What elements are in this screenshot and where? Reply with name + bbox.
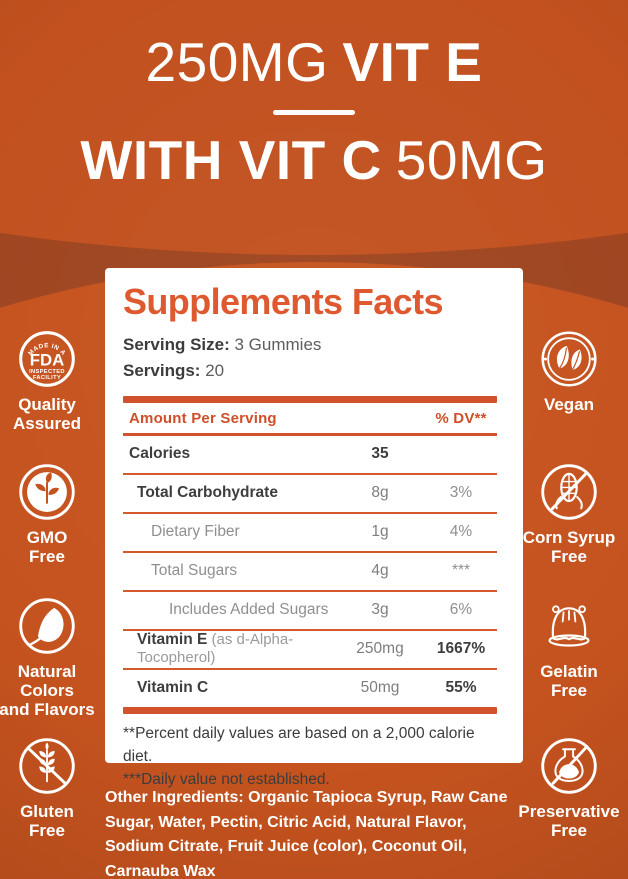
serving-size-line: Serving Size: 3 Gummies <box>123 332 497 358</box>
badge-label: Gelatin Free <box>540 662 598 700</box>
nutrient-dv: 4% <box>449 523 473 540</box>
serving-info: Serving Size: 3 Gummies Servings: 20 <box>123 332 497 384</box>
nutrient-name-suffix: (as d-Alpha-Tocopherol) <box>137 631 294 666</box>
column-percent-dv: % DV** <box>435 409 487 427</box>
thin-rule <box>123 433 497 436</box>
column-amount-per-serving: Amount Per Serving <box>129 409 277 427</box>
nutrient-dv: 1667% <box>436 640 486 657</box>
badge-label: Corn Syrup Free <box>522 528 616 566</box>
product-headline: 250MG VIT E WITH VIT C 50MG <box>0 30 628 192</box>
corn-syrup-free-icon <box>541 464 597 520</box>
footnote-daily-values: **Percent daily values are based on a 2,… <box>123 724 475 765</box>
nutrient-amount: 35 <box>371 445 389 462</box>
headline-line2: WITH VIT C 50MG <box>0 128 628 192</box>
facts-row: Total Carbohydrate 8g 3% <box>123 475 497 514</box>
facts-row: Calories 35 <box>123 436 497 475</box>
gmo-free-icon <box>19 464 75 520</box>
preservative-free-icon <box>541 738 597 794</box>
serving-size-value: 3 Gummies <box>234 335 322 354</box>
nutrient-name: Total Carbohydrate <box>137 484 278 501</box>
servings-value: 20 <box>205 361 225 380</box>
svg-text:FDA: FDA <box>30 350 64 369</box>
facts-row: Vitamin E (as d-Alpha-Tocopherol) 250mg 16… <box>123 631 497 670</box>
servings-line: Servings: 20 <box>123 358 497 384</box>
header-background-dome <box>0 0 628 255</box>
natural-leaf-icon <box>19 598 75 654</box>
headline-divider <box>273 110 355 115</box>
badge-gmo-free: GMO Free <box>0 463 95 566</box>
serving-size-label: Serving Size: <box>123 335 230 354</box>
badge-label: Preservative Free <box>518 802 620 840</box>
nutrient-name: Vitamin C <box>137 679 209 696</box>
thick-rule-top <box>123 396 497 403</box>
nutrient-name: Vitamin E (as d-Alpha-Tocopherol) <box>137 631 294 666</box>
headline-dose-e: 250MG <box>145 31 329 93</box>
nutrient-amount: 8g <box>371 484 389 501</box>
nutrient-dv: 55% <box>445 679 477 696</box>
headline-vit-e: VIT E <box>342 31 483 93</box>
nutrient-amount: 50mg <box>360 679 400 696</box>
nutrient-amount: 3g <box>371 601 389 618</box>
badge-vegan: Vegan <box>516 330 622 414</box>
supplement-facts-panel: Supplements Facts Serving Size: 3 Gummie… <box>105 268 523 788</box>
nutrient-name: Includes Added Sugars <box>169 601 329 618</box>
other-ingredients: Other Ingredients: Organic Tapioca Syrup… <box>105 786 529 879</box>
badge-preservative-free: Preservative Free <box>516 737 622 840</box>
nutrient-amount: 250mg <box>356 640 404 657</box>
other-ingredients-text: Organic Tapioca Syrup, Raw Cane Sugar, W… <box>105 789 508 879</box>
badge-natural-colors-flavors: Natural Colors and Flavors <box>0 597 95 719</box>
badge-quality-assured: MADE IN A FDA INSPECTED FACILITY Quality… <box>0 330 95 433</box>
badge-label: Quality Assured <box>12 395 82 433</box>
badge-label: GMO Free <box>26 528 68 566</box>
facts-row: Vitamin C 50mg 55% <box>123 670 497 707</box>
thick-rule-bottom <box>123 706 497 714</box>
gelatin-free-icon <box>548 605 590 647</box>
badge-gluten-free: Gluten Free <box>0 737 95 840</box>
svg-text:FACILITY: FACILITY <box>33 375 61 381</box>
fda-seal-icon: MADE IN A FDA INSPECTED FACILITY <box>19 331 75 387</box>
nutrient-dv: 3% <box>449 484 473 501</box>
panel-title: Supplements Facts <box>123 281 443 322</box>
facts-row: Total Sugars 4g *** <box>123 553 497 592</box>
nutrient-dv: 6% <box>449 601 473 618</box>
vegan-icon <box>541 331 597 387</box>
nutrient-name: Calories <box>129 445 191 462</box>
nutrient-name: Total Sugars <box>151 562 238 579</box>
badge-label: Vegan <box>543 395 595 414</box>
facts-row: Dietary Fiber 1g 4% <box>123 514 497 553</box>
nutrient-dv: *** <box>451 562 471 579</box>
other-ingredients-label: Other Ingredients: <box>105 789 244 806</box>
nutrient-amount: 1g <box>371 523 389 540</box>
badge-label: Natural Colors and Flavors <box>0 662 95 719</box>
footnote-dv-not-established: ***Daily value not established. <box>123 770 330 788</box>
nutrient-amount: 4g <box>371 562 389 579</box>
headline-with-vit-c: WITH VIT C <box>80 129 382 191</box>
facts-row: Includes Added Sugars 3g 6% <box>123 592 497 631</box>
badge-label: Gluten Free <box>20 802 74 840</box>
footnotes: **Percent daily values are based on a 2,… <box>123 722 497 791</box>
facts-table-header: Amount Per Serving % DV** <box>123 403 497 433</box>
badge-gelatin-free: Gelatin Free <box>516 597 622 700</box>
badge-corn-syrup-free: Corn Syrup Free <box>516 463 622 566</box>
gluten-free-icon <box>19 738 75 794</box>
nutrient-name: Dietary Fiber <box>151 523 240 540</box>
svg-text:INSPECTED: INSPECTED <box>29 369 65 375</box>
facts-table-body: Calories 35 Total Carbohydrate 8g 3% Dietary … <box>123 436 497 707</box>
headline-dose-c: 50MG <box>395 129 548 191</box>
servings-label: Servings: <box>123 361 201 380</box>
headline-line1: 250MG VIT E <box>0 30 628 94</box>
